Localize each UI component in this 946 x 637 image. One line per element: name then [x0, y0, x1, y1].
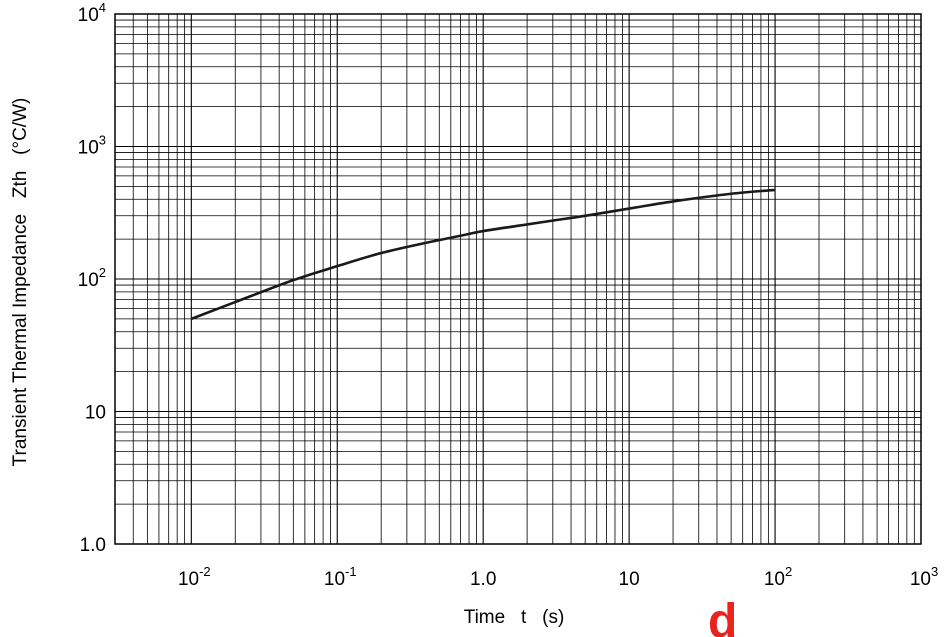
x-axis-title: Time t (s): [464, 607, 565, 628]
y-tick-labels: 1.0 10 102 103 104: [78, 0, 106, 556]
x-tick-labels: 10-2 10-1 1.0 10 102 103: [178, 564, 938, 590]
x-tick-label: 10-2: [178, 564, 211, 590]
series-layer: [190, 188, 776, 321]
y-tick-label: 1.0: [80, 535, 106, 556]
y-tick-label: 102: [78, 265, 106, 291]
x-tick-label: 103: [910, 564, 938, 590]
y-tick-label: 103: [78, 133, 106, 159]
x-tick-label: 10: [619, 569, 640, 590]
x-tick-label: 102: [764, 564, 792, 590]
x-tick-label: 10-1: [324, 564, 357, 590]
y-tick-label: 10: [85, 403, 106, 424]
watermark-fragment: d: [708, 595, 737, 637]
y-axis-title: Transient Thermal Impedance Zth (°C/W): [10, 98, 31, 467]
plot-grid: [115, 14, 921, 544]
x-tick-label: 1.0: [470, 569, 496, 590]
series-line-0: [190, 188, 776, 321]
y-tick-label: 104: [78, 0, 106, 26]
plot-frame: [114, 13, 922, 545]
